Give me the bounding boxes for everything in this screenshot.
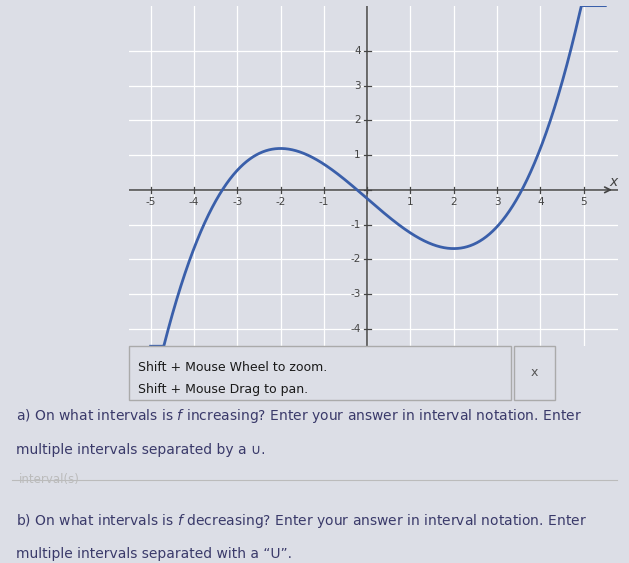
Text: Shift + Mouse Wheel to zoom.: Shift + Mouse Wheel to zoom. <box>138 361 328 374</box>
Text: 2: 2 <box>450 198 457 208</box>
Text: -2: -2 <box>350 254 360 265</box>
Text: interval(s): interval(s) <box>19 473 79 486</box>
Text: Shift + Mouse Drag to pan.: Shift + Mouse Drag to pan. <box>138 383 309 396</box>
Text: -1: -1 <box>319 198 329 208</box>
Text: -3: -3 <box>350 289 360 299</box>
Text: -5: -5 <box>145 198 156 208</box>
Text: -4: -4 <box>189 198 199 208</box>
Text: a) On what intervals is $f$ increasing? Enter your answer in interval notation. : a) On what intervals is $f$ increasing? … <box>16 408 581 426</box>
Text: -3: -3 <box>232 198 242 208</box>
Text: 4: 4 <box>354 46 360 56</box>
Text: multiple intervals separated with a “U”.: multiple intervals separated with a “U”. <box>16 547 291 561</box>
Text: 1: 1 <box>354 150 360 160</box>
Text: 3: 3 <box>494 198 500 208</box>
Text: 4: 4 <box>537 198 543 208</box>
Text: -2: -2 <box>276 198 286 208</box>
Text: -4: -4 <box>350 324 360 334</box>
Text: multiple intervals separated by a ∪.: multiple intervals separated by a ∪. <box>16 443 265 457</box>
Text: 2: 2 <box>354 115 360 126</box>
Text: 3: 3 <box>354 81 360 91</box>
Text: x: x <box>609 175 617 189</box>
Text: 5: 5 <box>581 198 587 208</box>
Text: -1: -1 <box>350 220 360 230</box>
Text: b) On what intervals is $f$ decreasing? Enter your answer in interval notation. : b) On what intervals is $f$ decreasing? … <box>16 512 586 530</box>
Text: x: x <box>530 367 538 379</box>
Text: 1: 1 <box>407 198 414 208</box>
